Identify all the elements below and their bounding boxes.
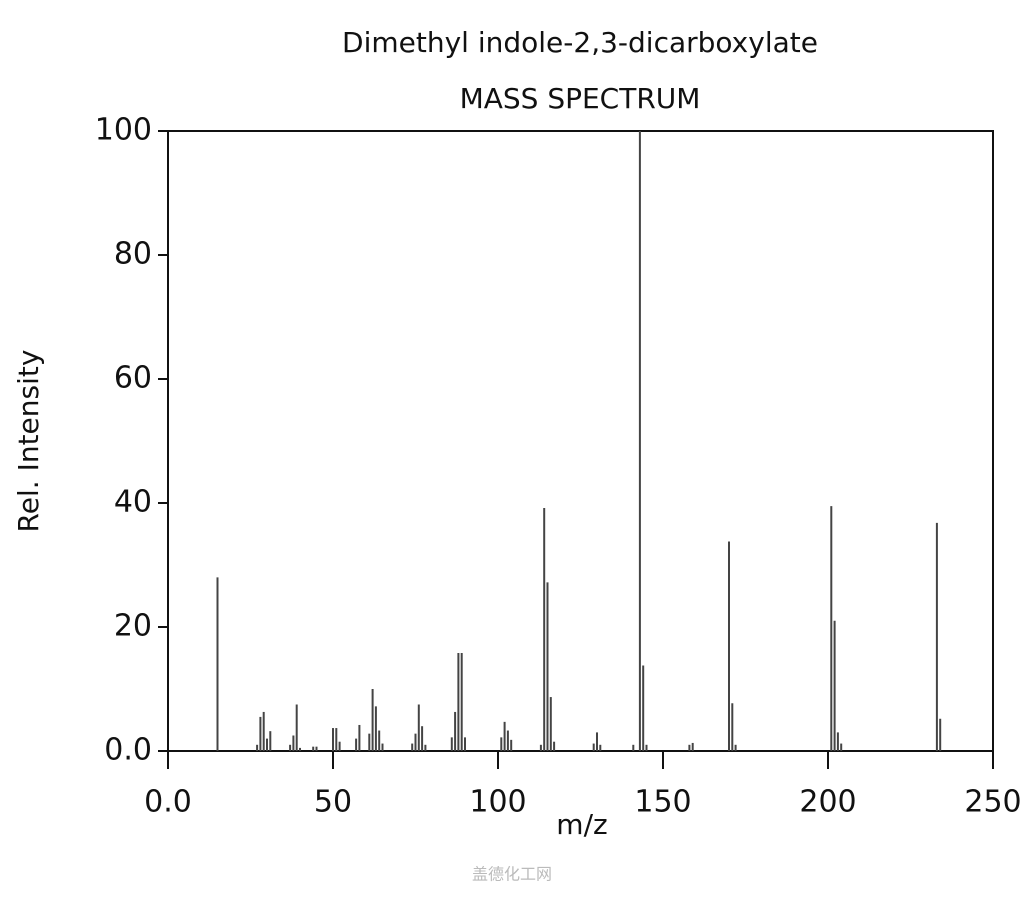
watermark: 盖德化工网 (472, 865, 552, 884)
x-tick-label: 100 (469, 785, 526, 820)
y-tick-label: 40 (114, 485, 152, 520)
y-tick-label: 0.0 (104, 733, 152, 768)
x-axis-label: m/z (556, 808, 607, 841)
plot-frame (167, 130, 994, 752)
x-tick-label: 150 (634, 785, 691, 820)
x-tick-label: 200 (799, 785, 856, 820)
y-tick-label: 100 (95, 113, 152, 148)
x-tick-label: 250 (964, 785, 1021, 820)
y-tick-label: 60 (114, 361, 152, 396)
y-tick-label: 20 (114, 609, 152, 644)
y-axis-label: Rel. Intensity (12, 350, 45, 533)
x-tick-label: 50 (314, 785, 352, 820)
chart-subtitle: MASS SPECTRUM (460, 82, 701, 115)
x-tick-label: 0.0 (144, 785, 192, 820)
chart-title: Dimethyl indole-2,3-dicarboxylate (342, 26, 818, 59)
y-tick-label: 80 (114, 237, 152, 272)
